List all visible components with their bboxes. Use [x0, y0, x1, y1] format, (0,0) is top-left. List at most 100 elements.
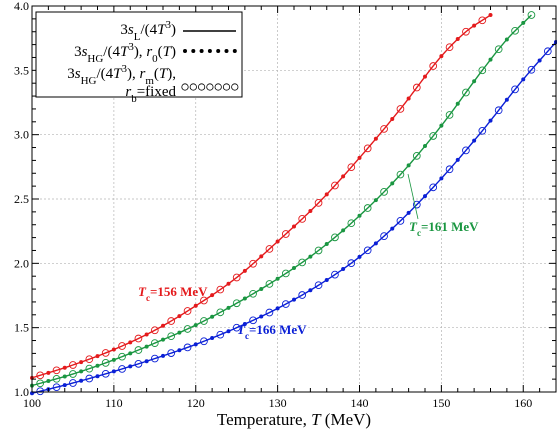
marker-circle — [36, 371, 45, 380]
marker-circle — [412, 152, 421, 160]
marker-dot — [504, 37, 509, 42]
marker-circle — [52, 383, 61, 392]
marker-circle — [183, 307, 192, 315]
marker-dot — [292, 224, 296, 229]
marker-dot — [324, 192, 329, 197]
marker-circle — [249, 259, 257, 268]
series-markers-1 — [30, 13, 493, 380]
marker-circle — [445, 43, 454, 52]
marker-dot — [242, 322, 247, 327]
marker-dot — [128, 351, 133, 356]
marker-dot — [226, 305, 231, 310]
marker-circle — [232, 273, 241, 282]
marker-circle — [478, 126, 487, 135]
marker-circle — [363, 246, 372, 255]
legend-dot-sample — [199, 49, 204, 53]
series-markers-3 — [30, 40, 557, 396]
legend-circle-sample — [214, 83, 222, 91]
marker-dot — [128, 364, 133, 369]
marker-circle — [494, 45, 503, 54]
marker-circle — [380, 125, 388, 133]
marker-dot — [324, 242, 329, 247]
marker-dot — [79, 378, 84, 383]
marker-circle — [167, 317, 176, 325]
marker-dot — [292, 297, 296, 302]
marker-dot — [357, 155, 362, 160]
marker-dot — [193, 342, 198, 347]
marker-dot — [341, 267, 346, 272]
marker-dot — [341, 174, 346, 179]
marker-circle — [69, 370, 77, 378]
marker-dot — [472, 79, 477, 84]
marker-dot — [488, 13, 493, 18]
annotation-tc-161: Tc=161 MeV — [409, 219, 479, 238]
marker-dot — [455, 101, 460, 106]
marker-circle — [347, 163, 356, 172]
marker-circle — [281, 269, 290, 278]
marker-dot — [504, 97, 509, 102]
marker-circle — [380, 232, 388, 240]
marker-circle — [265, 308, 274, 317]
marker-circle — [429, 132, 438, 140]
legend-label-3-cont: rb=fixed — [125, 84, 176, 105]
marker-dot — [275, 239, 280, 244]
marker-dot — [226, 281, 231, 286]
x-tick-label: 160 — [514, 396, 532, 410]
marker-dot — [177, 330, 182, 335]
annotations: Tc=156 MeV Tc=161 MeV Tc=166 MeV — [138, 173, 479, 341]
marker-circle — [134, 334, 143, 343]
marker-circle — [101, 369, 110, 378]
marker-circle — [167, 349, 176, 357]
marker-dot — [144, 359, 149, 364]
marker-dot — [439, 176, 444, 181]
marker-circle — [511, 26, 519, 35]
annotation-tc-166: Tc=166 MeV — [237, 322, 307, 341]
marker-dot — [537, 58, 542, 63]
marker-dot — [259, 254, 264, 259]
legend-dot-sample — [183, 49, 187, 53]
marker-circle — [36, 379, 45, 388]
marker-circle — [36, 387, 45, 396]
marker-dot — [521, 20, 526, 25]
annotation-tc-156: Tc=156 MeV — [138, 284, 208, 303]
marker-dot — [455, 37, 460, 42]
marker-dot — [210, 314, 215, 319]
y-tick-label: 1.0 — [14, 385, 29, 399]
marker-dot — [111, 369, 116, 374]
marker-dot — [275, 306, 280, 311]
legend-markers — [181, 30, 239, 91]
marker-circle — [314, 246, 323, 255]
marker-circle — [249, 316, 257, 325]
marker-dot — [439, 123, 444, 128]
marker-circle — [101, 359, 110, 367]
marker-dot — [521, 77, 526, 82]
legend-dot-sample — [224, 49, 229, 53]
legend-circle-sample — [189, 83, 197, 91]
marker-circle — [478, 66, 487, 75]
marker-circle — [232, 323, 241, 332]
x-axis-label: Temperature, T (MeV) — [217, 410, 371, 429]
marker-circle — [265, 245, 274, 253]
marker-dot — [423, 74, 427, 79]
x-tick-label: 100 — [23, 396, 41, 410]
marker-circle — [281, 300, 290, 308]
y-tick-label: 4.0 — [14, 0, 29, 13]
marker-circle — [298, 215, 307, 223]
y-tick-label: 1.5 — [14, 321, 29, 335]
marker-circle — [478, 16, 487, 25]
marker-circle — [331, 181, 339, 190]
marker-dot — [357, 254, 362, 259]
marker-circle — [134, 346, 143, 354]
marker-circle — [445, 111, 454, 119]
marker-dot — [79, 360, 84, 365]
marker-circle — [347, 259, 356, 267]
legend-dot-sample — [232, 49, 237, 53]
marker-dot — [406, 210, 411, 215]
legend-circle-sample — [206, 83, 214, 91]
marker-dot — [373, 198, 378, 203]
tick-labels: 100 110 120 130 140 150 160 1.0 1.5 2.0 2.5 3.0 3.5 4… — [14, 0, 532, 410]
marker-circle — [298, 258, 307, 267]
legend-circle-sample — [198, 83, 206, 91]
marker-dot — [193, 323, 198, 328]
